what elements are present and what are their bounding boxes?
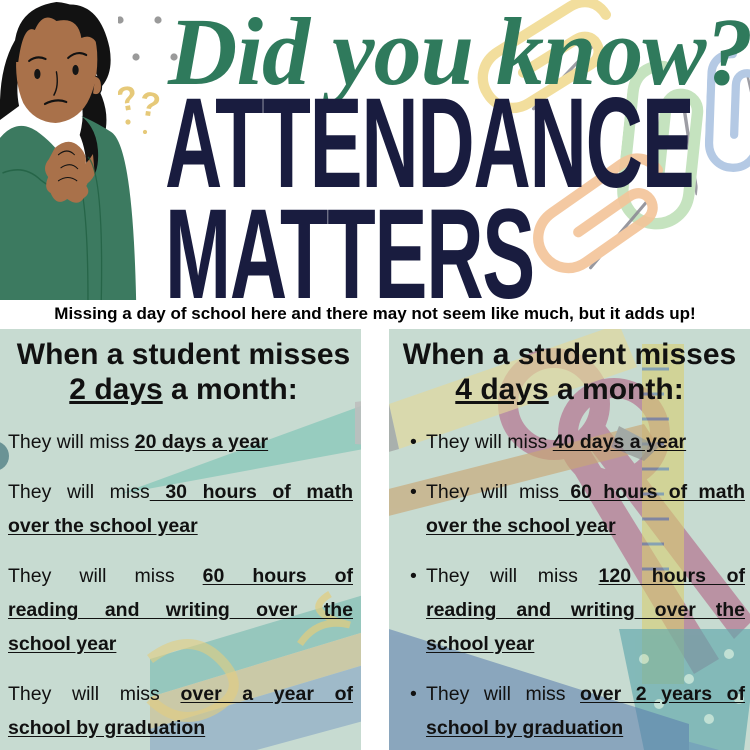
svg-text:?: ? bbox=[137, 85, 163, 126]
